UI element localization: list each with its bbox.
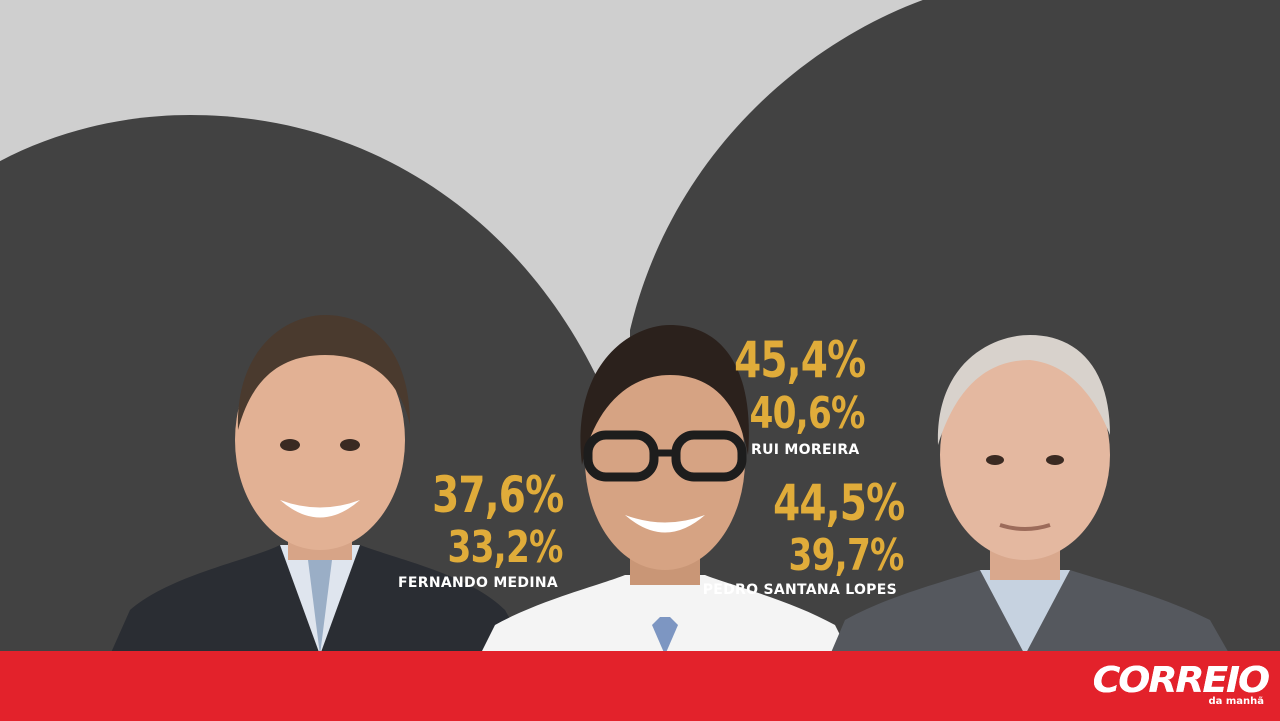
santana-lopes-top-value: 44,5% xyxy=(772,474,905,532)
correio-logo: CORREIO da manhã xyxy=(1078,660,1271,710)
medina-top-value: 37,6% xyxy=(431,466,564,524)
portrait-medina-icon xyxy=(110,315,530,655)
santana-lopes-bottom-value: 39,7% xyxy=(788,530,905,581)
right-arch xyxy=(630,0,1280,721)
moreira-top-value: 45,4% xyxy=(733,331,866,389)
portrait-moreira-icon xyxy=(480,325,850,655)
logo-wordmark: CORREIO xyxy=(1092,660,1271,701)
moreira-name: RUI MOREIRA xyxy=(751,442,860,458)
medina-name: FERNANDO MEDINA xyxy=(398,575,558,591)
moreira-bottom-value: 40,6% xyxy=(749,388,866,439)
medina-bottom-value: 33,2% xyxy=(447,522,564,573)
footer-bar xyxy=(0,651,1280,721)
portrait-santana-lopes-icon xyxy=(830,335,1230,655)
logo-tagline: da manhã xyxy=(1208,696,1264,707)
santana-lopes-name: PEDRO SANTANA LOPES xyxy=(702,582,897,598)
